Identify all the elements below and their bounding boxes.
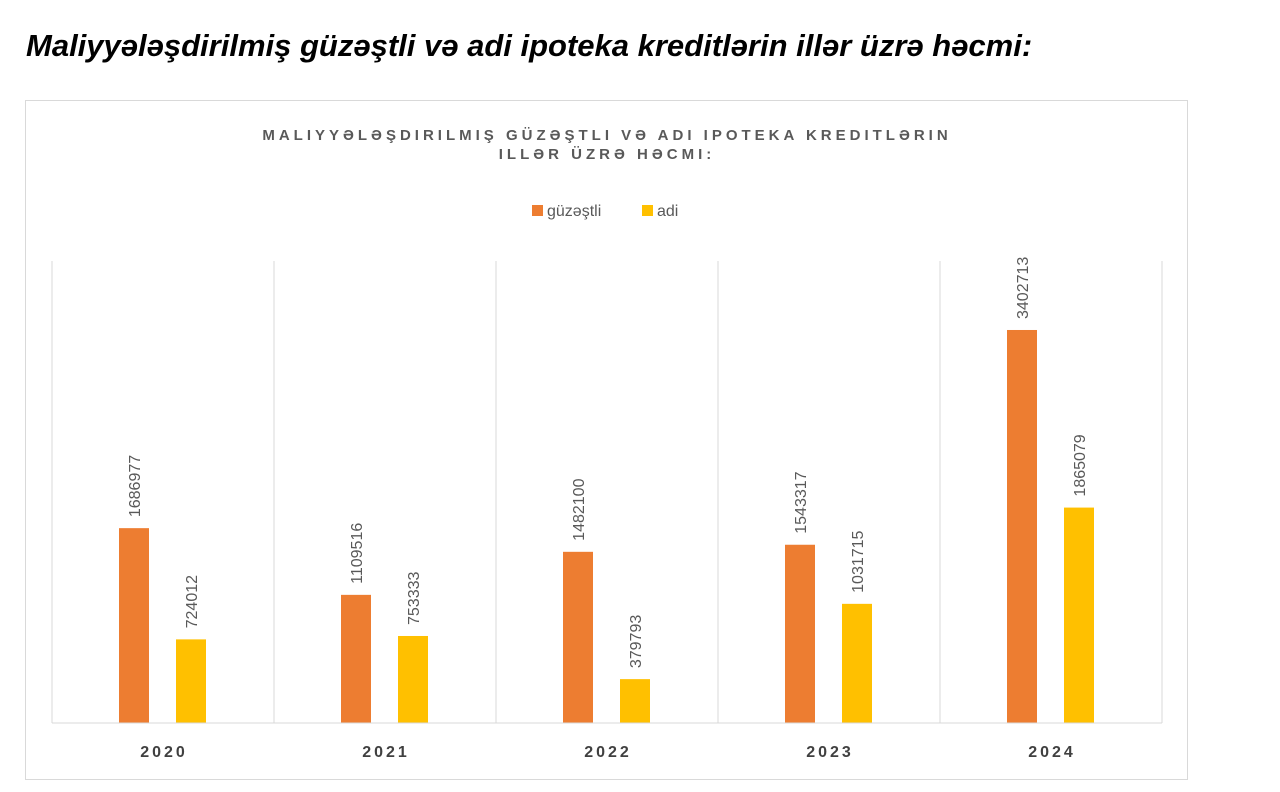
bar-guzestli-2020 [119, 528, 149, 723]
x-tick-label-2022: 2022 [584, 744, 632, 761]
data-label-adi-2020: 724012 [184, 575, 201, 628]
data-label-adi-2023: 1031715 [850, 530, 867, 592]
x-tick-label-2023: 2023 [806, 744, 854, 761]
bar-adi-2024 [1064, 507, 1094, 723]
bar-guzestli-2023 [785, 544, 815, 723]
legend-label-adi: adi [657, 203, 678, 220]
data-label-guzestli-2021: 1109516 [349, 523, 366, 584]
chart-title: MALIYYƏLƏŞDIRILMIŞ GÜZƏŞTLI VƏ ADI IPOTE… [262, 127, 951, 163]
legend-swatch-adi [642, 205, 653, 216]
bar-guzestli-2022 [563, 551, 593, 723]
bar-adi-2022 [620, 679, 650, 723]
chart-bars [119, 329, 1094, 723]
data-labels: 1686977 724012 1109516 753333 1482100 379793 1… [127, 257, 1089, 669]
category-gridlines [51, 261, 1163, 723]
bar-adi-2020 [176, 639, 206, 723]
bar-adi-2021 [398, 635, 428, 723]
legend-label-guzestli: güzəştli [547, 203, 601, 220]
x-axis-tick-labels: 2020 2021 2022 2023 2024 [140, 744, 1076, 761]
data-label-adi-2022: 379793 [628, 615, 645, 668]
data-label-guzestli-2020: 1686977 [127, 455, 144, 517]
bar-adi-2023 [842, 603, 872, 723]
chart-frame: MALIYYƏLƏŞDIRILMIŞ GÜZƏŞTLI VƏ ADI IPOTE… [25, 100, 1188, 780]
page-heading: Maliyyələşdirilmiş güzəştli və adi ipote… [26, 28, 1033, 63]
chart-svg: MALIYYƏLƏŞDIRILMIŞ GÜZƏŞTLI VƏ ADI IPOTE… [51, 127, 1163, 761]
data-label-adi-2021: 753333 [406, 571, 423, 624]
x-tick-label-2021: 2021 [362, 744, 410, 761]
bar-guzestli-2021 [341, 594, 371, 723]
chart-title-line-1: MALIYYƏLƏŞDIRILMIŞ GÜZƏŞTLI VƏ ADI IPOTE… [262, 127, 951, 144]
bar-guzestli-2024 [1007, 329, 1037, 723]
x-tick-label-2020: 2020 [140, 744, 188, 761]
data-label-guzestli-2022: 1482100 [571, 478, 588, 540]
data-label-guzestli-2024: 3402713 [1015, 257, 1032, 319]
data-label-guzestli-2023: 1543317 [793, 471, 810, 533]
data-label-adi-2024: 1865079 [1072, 434, 1089, 496]
chart-legend: güzəştli adi [532, 203, 678, 220]
chart-title-line-2: ILLƏR ÜZRƏ HƏCMI: [499, 146, 715, 163]
x-tick-label-2024: 2024 [1028, 744, 1076, 761]
legend-swatch-guzestli [532, 205, 543, 216]
